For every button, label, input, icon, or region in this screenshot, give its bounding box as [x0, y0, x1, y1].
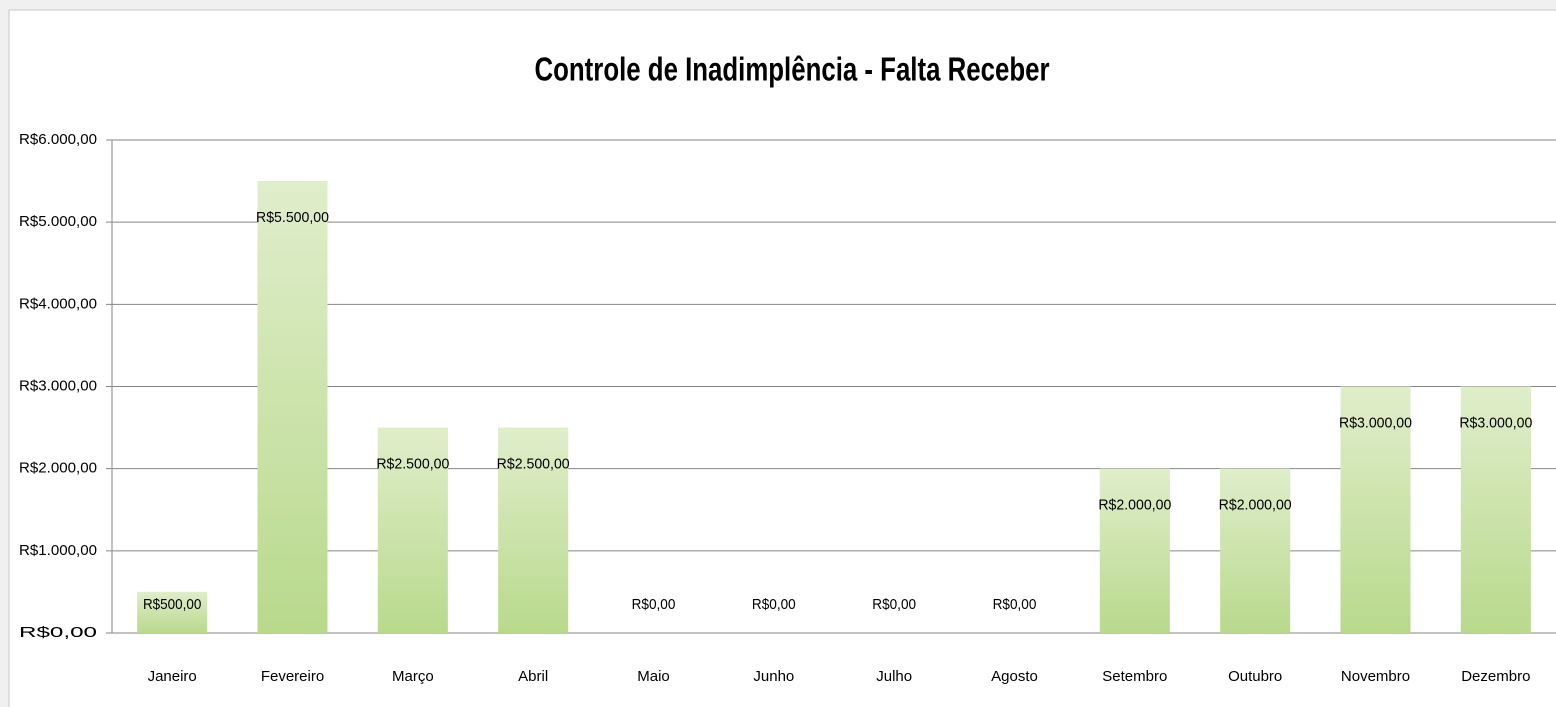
- y-tick-label: R$0,00: [19, 624, 97, 641]
- bar-shine: [1099, 468, 1170, 633]
- y-tick-label: R$6.000,00: [19, 131, 97, 148]
- x-tick-label: Outubro: [1228, 668, 1282, 685]
- x-tick-label: Janeiro: [148, 668, 197, 685]
- y-tick-label: R$4.000,00: [19, 295, 97, 312]
- y-tick-label: R$5.000,00: [19, 213, 97, 230]
- bar-shine: [1220, 468, 1291, 633]
- data-label: R$0,00: [872, 596, 916, 613]
- data-label: R$0,00: [752, 596, 796, 613]
- x-tick-label: Junho: [753, 668, 794, 685]
- bar-shine: [257, 181, 328, 634]
- bar-shine: [498, 427, 569, 633]
- data-label: R$500,00: [143, 596, 201, 613]
- data-label: R$2.000,00: [1098, 497, 1171, 514]
- data-label: R$0,00: [993, 596, 1037, 613]
- x-tick-label: Maio: [637, 668, 670, 685]
- data-label: R$2.500,00: [376, 456, 449, 473]
- data-label: R$2.000,00: [1219, 497, 1292, 514]
- x-tick-label: Novembro: [1341, 668, 1410, 685]
- y-tick-label: R$1.000,00: [19, 542, 97, 559]
- y-tick-label: R$2.000,00: [19, 460, 97, 477]
- x-tick-label: Fevereiro: [261, 668, 324, 685]
- data-label: R$3.000,00: [1459, 414, 1532, 431]
- data-label: R$0,00: [632, 596, 676, 613]
- x-tick-label: Agosto: [991, 668, 1038, 685]
- bar-shine: [1340, 386, 1411, 633]
- chart-title: Controle de Inadimplência - Falta Recebe…: [535, 51, 1050, 88]
- x-tick-label: Março: [392, 668, 434, 685]
- x-tick-label: Abril: [518, 668, 548, 685]
- x-tick-label: Dezembro: [1461, 668, 1530, 685]
- bar-shine: [377, 427, 448, 633]
- bar-shine: [1460, 386, 1531, 633]
- data-label: R$2.500,00: [497, 456, 570, 473]
- data-label: R$3.000,00: [1339, 414, 1412, 431]
- x-tick-label: Setembro: [1102, 668, 1167, 685]
- bar-shine: [137, 591, 208, 633]
- y-tick-label: R$3.000,00: [19, 377, 97, 394]
- x-tick-label: Julho: [876, 668, 912, 685]
- data-label: R$5.500,00: [256, 209, 329, 226]
